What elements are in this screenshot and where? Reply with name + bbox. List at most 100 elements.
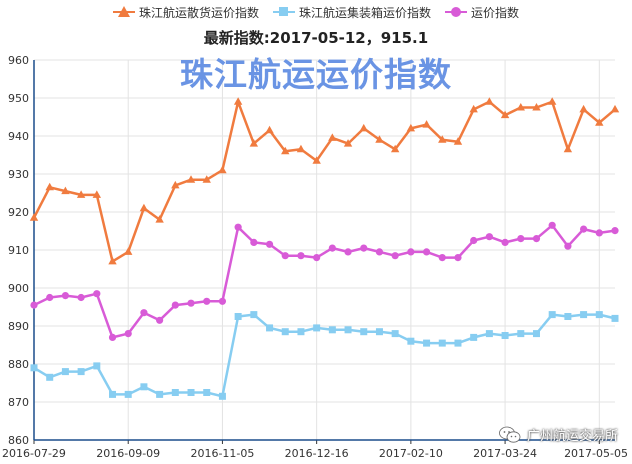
data-point	[187, 299, 195, 307]
data-point	[124, 330, 132, 338]
legend-label: 运价指数	[471, 5, 520, 20]
data-point	[579, 225, 588, 233]
data-point	[344, 326, 352, 334]
data-point	[501, 238, 509, 246]
data-point	[611, 227, 619, 235]
square-marker-icon	[272, 6, 295, 18]
data-point	[77, 368, 85, 376]
data-point	[344, 248, 352, 256]
x-tick-label: 2016-11-05	[190, 447, 254, 460]
grid	[33, 59, 615, 441]
data-point	[453, 137, 463, 145]
data-point	[250, 238, 258, 246]
y-tick-label: 870	[8, 396, 29, 409]
data-point	[218, 165, 227, 174]
wechat-icon	[499, 426, 521, 443]
data-point	[454, 339, 462, 347]
data-point	[500, 110, 510, 119]
x-tick-label: 2016-12-16	[285, 447, 349, 460]
data-point	[501, 332, 509, 339]
data-point	[438, 254, 446, 262]
data-point	[93, 362, 101, 370]
data-point	[375, 248, 384, 256]
data-point	[297, 252, 305, 260]
data-point	[470, 236, 478, 245]
data-point	[422, 248, 431, 256]
data-point	[454, 254, 462, 262]
data-point	[517, 235, 525, 243]
data-point	[611, 314, 619, 322]
data-point	[313, 254, 321, 262]
triangle-marker-icon	[112, 6, 135, 18]
data-point	[46, 293, 54, 302]
y-tick-label: 960	[8, 54, 29, 67]
data-point	[485, 97, 494, 105]
data-point	[296, 144, 306, 153]
legend-item-composite[interactable]: 运价指数	[445, 4, 519, 21]
data-point	[77, 293, 85, 302]
y-tick-label: 900	[8, 282, 29, 295]
y-tick-labels: 860 870 880 890 900 910 920 930 940 950 960	[8, 54, 29, 447]
data-point	[108, 256, 117, 265]
data-point	[171, 301, 179, 309]
data-point	[516, 103, 525, 111]
data-point	[548, 311, 556, 319]
data-point	[108, 333, 117, 341]
data-point	[548, 221, 556, 229]
overlay-title: 珠江航运运价指数	[180, 55, 452, 94]
data-point	[45, 182, 54, 191]
data-point	[610, 104, 620, 113]
legend-item-container[interactable]: 珠江航运集装箱运价指数	[272, 4, 431, 21]
data-point	[218, 297, 227, 305]
series-lines	[32, 100, 616, 398]
data-point	[46, 373, 54, 381]
data-point	[328, 244, 336, 252]
data-point	[579, 104, 588, 113]
source-watermark: 广州航运交易所	[499, 425, 618, 444]
data-point	[532, 330, 540, 338]
data-point	[564, 313, 572, 320]
data-point	[281, 146, 290, 155]
data-point	[375, 135, 384, 143]
y-tick-label: 890	[8, 320, 29, 333]
data-point	[375, 328, 383, 336]
data-point	[187, 389, 195, 396]
data-point	[407, 337, 415, 345]
data-point	[61, 186, 70, 195]
data-point	[532, 235, 541, 243]
data-point	[140, 309, 148, 317]
data-point	[359, 123, 368, 132]
data-point	[595, 229, 603, 237]
latest-index-subtitle: 最新指数:2017-05-12，915.1	[203, 29, 429, 47]
data-point	[469, 104, 478, 113]
data-point	[595, 311, 603, 319]
data-point	[470, 333, 478, 341]
data-point	[155, 215, 164, 223]
series-line-2	[33, 224, 616, 339]
data-point	[391, 252, 399, 260]
data-point	[265, 125, 274, 134]
data-point	[124, 390, 132, 398]
data-point	[249, 139, 259, 147]
data-point	[328, 133, 337, 141]
data-point	[391, 330, 399, 338]
data-point	[563, 144, 573, 153]
data-point	[29, 213, 39, 221]
y-tick-label: 950	[8, 92, 29, 105]
source-name: 广州航运交易所	[526, 429, 618, 444]
data-point	[124, 247, 133, 255]
data-point	[517, 330, 525, 338]
data-point	[234, 223, 242, 231]
data-point	[265, 240, 274, 248]
data-point	[93, 290, 101, 298]
data-point	[595, 118, 604, 126]
series-markers	[29, 97, 620, 400]
data-point	[313, 324, 321, 332]
data-point	[423, 339, 431, 347]
data-point	[30, 301, 38, 309]
series-line-1	[33, 313, 616, 398]
data-point	[234, 313, 242, 320]
legend-item-bulk[interactable]: 珠江航运散货运价指数	[112, 4, 259, 21]
data-point	[312, 156, 321, 164]
